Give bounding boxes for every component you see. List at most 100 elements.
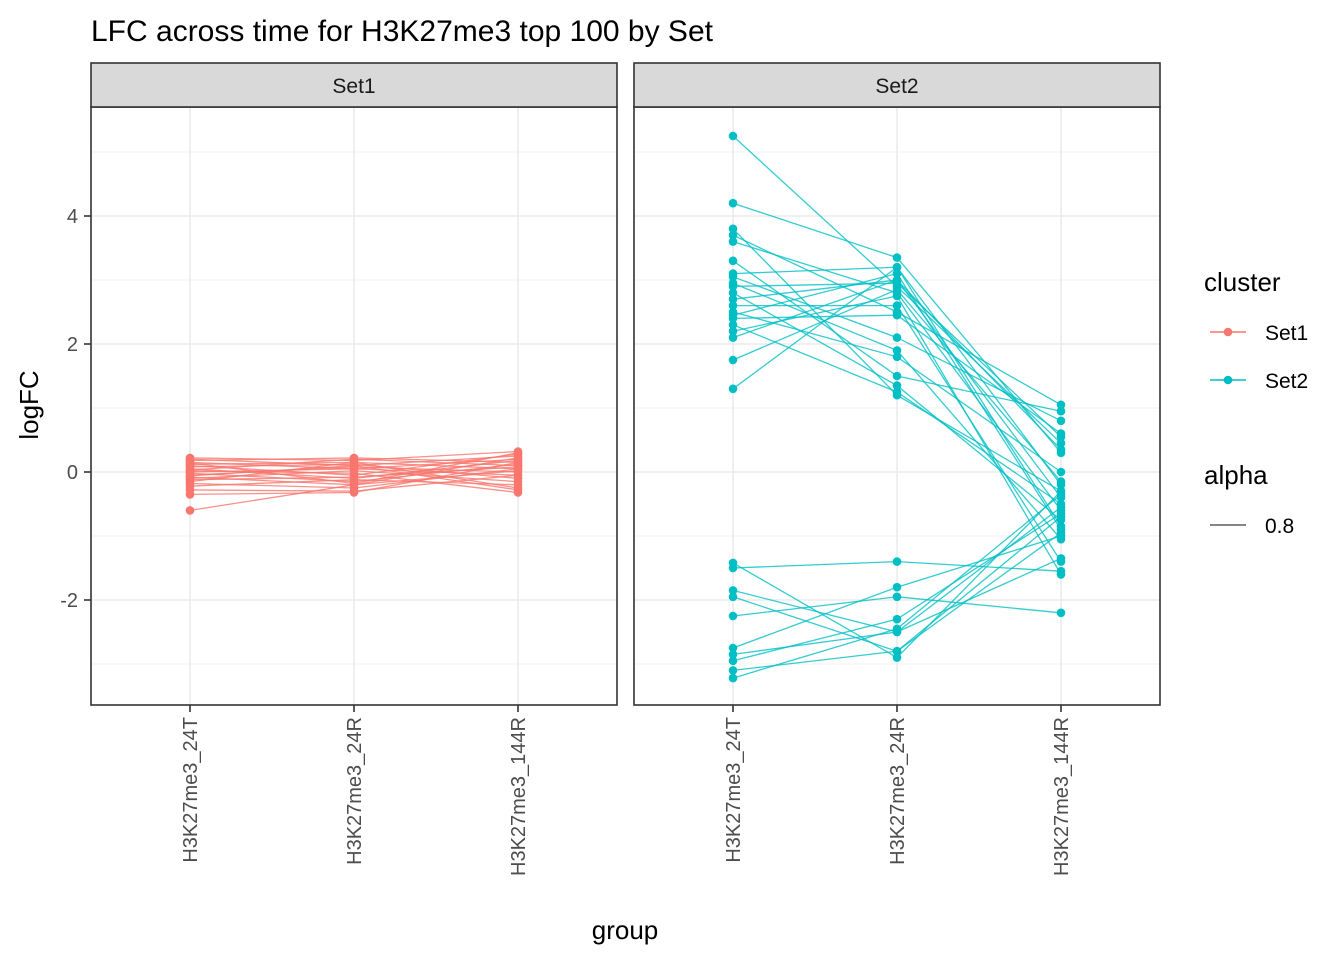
data-point (1056, 566, 1066, 576)
legend-alpha-item: 0.8 (1210, 515, 1294, 538)
data-point (513, 448, 523, 458)
data-point (1056, 400, 1066, 410)
data-point (728, 282, 738, 291)
data-point (349, 479, 359, 488)
data-point (728, 237, 738, 246)
data-point (728, 131, 738, 141)
data-point (892, 275, 902, 285)
data-point (728, 288, 738, 298)
data-point (892, 582, 902, 592)
data-point (892, 653, 902, 662)
legend-item-label: Set1 (1265, 322, 1308, 345)
data-point (1056, 509, 1066, 518)
data-point (1056, 429, 1066, 438)
data-point (892, 346, 902, 355)
facet-strip (633, 62, 1161, 108)
data-point (728, 198, 738, 208)
chart-title: LFC across time for H3K27me3 top 100 by … (91, 15, 714, 48)
data-point (728, 326, 738, 336)
data-point (728, 333, 738, 342)
data-point (185, 506, 195, 515)
data-point (1056, 445, 1066, 454)
facet-panels: Set1 H3K27me3_24T H3K27me3_24R H3K27me3_144… (60, 62, 1161, 876)
data-point (728, 256, 738, 266)
data-point (185, 490, 195, 499)
data-point (728, 611, 738, 621)
data-point (892, 301, 902, 310)
y-tick-label: -2 (60, 590, 78, 612)
x-tick-label: H3K27me3_24R (344, 717, 366, 865)
legend-alpha-title: alpha (1204, 460, 1268, 490)
data-point (1056, 528, 1066, 538)
legend-item-label: Set2 (1265, 370, 1308, 393)
data-point (1056, 477, 1066, 486)
data-point (728, 586, 738, 595)
data-point (1056, 490, 1066, 499)
data-point (728, 294, 738, 304)
data-point (513, 485, 523, 495)
data-point (513, 466, 523, 476)
facet-strip-label: Set2 (875, 75, 918, 98)
x-axis-title: group (592, 915, 659, 945)
data-point (1056, 416, 1066, 426)
data-point (728, 656, 738, 666)
data-point (728, 301, 738, 310)
data-point (892, 310, 902, 320)
data-point (892, 285, 902, 294)
data-point (728, 320, 738, 330)
data-point (728, 224, 738, 234)
data-point (1056, 406, 1066, 416)
data-point (1056, 554, 1066, 563)
data-point (892, 592, 902, 602)
data-point (892, 557, 902, 566)
y-tick-label: 0 (67, 462, 78, 484)
data-point (728, 230, 738, 240)
data-point (1056, 502, 1066, 512)
data-point (1056, 438, 1066, 448)
legend: cluster Set1 Set2 alpha 0.8 (1204, 267, 1308, 538)
data-point (892, 333, 902, 342)
data-point (728, 314, 738, 323)
data-point (513, 458, 523, 467)
facet-panel-set2: Set2 H3K27me3_24T H3K27me3_24R H3K27me3_144… (633, 62, 1161, 876)
data-point (728, 355, 738, 365)
data-point (728, 643, 738, 653)
data-point (892, 624, 902, 634)
x-tick-label: H3K27me3_24T (180, 717, 202, 863)
y-axis-title: logFC (14, 370, 44, 439)
data-point (892, 352, 902, 362)
data-point (728, 272, 738, 282)
y-tick-label: 2 (67, 334, 78, 356)
data-point (349, 488, 359, 497)
data-point (892, 387, 902, 397)
facet-strip (90, 62, 618, 108)
data-point (892, 614, 902, 624)
x-tick-label: H3K27me3_24R (887, 717, 909, 865)
data-point (892, 291, 902, 301)
x-tick-label: H3K27me3_144R (1051, 717, 1073, 876)
data-point (1056, 608, 1066, 618)
legend-cluster-title: cluster (1204, 267, 1281, 297)
data-point (728, 563, 738, 573)
data-point (892, 371, 902, 381)
data-point (349, 461, 359, 470)
data-point (185, 458, 195, 468)
data-point (728, 666, 738, 675)
legend-key-point (1223, 327, 1233, 337)
legend-alpha-label: 0.8 (1265, 515, 1294, 538)
data-point (892, 253, 902, 262)
legend-item-set2: Set2 (1210, 370, 1308, 393)
data-point (349, 468, 359, 478)
legend-item-set1: Set1 (1210, 322, 1308, 345)
data-point (892, 269, 902, 278)
y-tick-label: 4 (67, 206, 78, 228)
data-point (728, 673, 738, 683)
data-point (1056, 467, 1066, 477)
data-point (892, 646, 902, 656)
data-point (728, 650, 738, 659)
facet-panel-set1: Set1 H3K27me3_24T H3K27me3_24R H3K27me3_144… (60, 62, 618, 876)
data-point (185, 471, 195, 481)
x-tick-label: H3K27me3_144R (508, 717, 530, 876)
data-point (728, 384, 738, 394)
